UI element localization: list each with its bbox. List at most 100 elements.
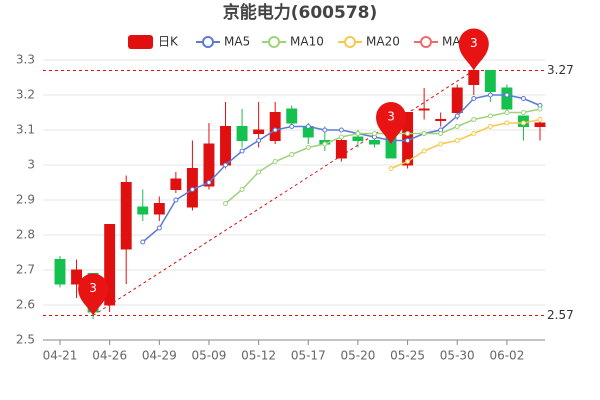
x-tick-label: 04-29 <box>142 349 177 363</box>
x-tick-label: 04-21 <box>43 349 78 363</box>
ma-point <box>504 110 510 115</box>
trend-line <box>92 70 475 316</box>
ma-point <box>305 124 311 129</box>
legend-icon <box>268 36 280 48</box>
legend-label: MA5 <box>224 35 250 49</box>
ma-point <box>487 92 493 98</box>
candle-body <box>484 70 496 92</box>
ma-point <box>520 110 526 115</box>
pin-label: 3 <box>89 281 97 295</box>
candle-body <box>468 70 480 85</box>
ma-point <box>471 117 477 122</box>
y-tick-label: 2.8 <box>16 228 35 242</box>
y-tick-label: 2.5 <box>16 333 35 347</box>
ma-point <box>140 239 146 245</box>
ma-point <box>388 166 394 171</box>
x-tick-label: 06-02 <box>489 349 524 363</box>
ma-point <box>537 117 543 122</box>
candle-body <box>534 122 546 127</box>
candle-body <box>418 108 430 111</box>
reference-label: 3.27 <box>547 63 574 77</box>
reference-label: 2.57 <box>547 308 574 322</box>
ma-point <box>239 148 245 154</box>
ma-point <box>487 113 493 119</box>
ma-point <box>504 120 510 126</box>
ma-point <box>156 225 162 231</box>
ma-point <box>189 187 195 192</box>
ma-point <box>405 159 411 164</box>
candle-body <box>153 203 165 215</box>
y-tick-label: 3 <box>27 158 35 172</box>
ma-point <box>405 138 411 143</box>
ma-point <box>206 180 212 185</box>
candle-body <box>501 87 513 110</box>
ma-point <box>338 127 344 133</box>
ma-point <box>471 131 477 136</box>
pin <box>458 28 489 71</box>
candle-body <box>236 126 248 141</box>
candle-body <box>352 136 364 141</box>
ma-point <box>454 113 460 119</box>
ma-point <box>471 96 477 101</box>
ma-point <box>421 131 427 136</box>
ma-point <box>520 120 526 126</box>
candle-body <box>253 129 265 134</box>
ma-point <box>239 187 245 192</box>
y-tick-label: 2.7 <box>16 263 35 277</box>
y-tick-label: 2.6 <box>16 298 35 312</box>
y-tick-label: 2.9 <box>16 193 35 207</box>
ma-point <box>256 169 262 175</box>
candle-body <box>137 206 149 215</box>
ma-point <box>454 124 460 129</box>
candle-body <box>451 87 463 113</box>
candle-body <box>220 126 231 166</box>
candle-body <box>286 108 298 124</box>
chart-title: 京能电力(600578) <box>223 2 378 23</box>
y-tick-label: 3.2 <box>16 88 35 102</box>
ma-point <box>322 141 328 147</box>
candle-body <box>54 259 66 285</box>
ma-point <box>305 145 311 150</box>
y-tick-label: 3.3 <box>16 53 35 67</box>
ma-point <box>289 124 295 129</box>
candle-body <box>170 178 182 190</box>
x-tick-label: 05-12 <box>241 349 276 363</box>
ma-point <box>405 131 411 136</box>
ma-point <box>371 131 377 136</box>
candle-body <box>335 140 347 159</box>
ma-point <box>520 96 526 101</box>
ma-point <box>173 197 179 203</box>
ma-point <box>338 134 344 140</box>
ma-point <box>454 138 460 143</box>
pin-label: 3 <box>470 36 478 50</box>
x-tick-label: 05-20 <box>340 349 375 363</box>
ma-point <box>421 148 427 154</box>
ma-line <box>390 118 541 170</box>
x-tick-label: 05-25 <box>390 349 425 363</box>
ma-point <box>256 138 262 143</box>
candle-body <box>369 140 380 145</box>
x-tick-label: 05-09 <box>192 349 227 363</box>
candle-body <box>104 224 116 306</box>
ma-point <box>289 152 295 157</box>
candle-body <box>435 119 447 121</box>
x-tick-label: 05-30 <box>440 349 475 363</box>
y-tick-label: 3.1 <box>16 123 35 137</box>
x-tick-label: 05-17 <box>291 349 326 363</box>
legend-label: MA10 <box>290 35 324 49</box>
pin-label: 3 <box>387 110 395 124</box>
legend-icon <box>420 36 432 48</box>
ma-line <box>142 94 541 243</box>
legend-label: MA20 <box>366 35 400 49</box>
legend-icon <box>128 35 153 49</box>
ma-point <box>223 201 229 206</box>
ma-point <box>272 159 278 164</box>
ma-point <box>438 141 444 147</box>
candle-body <box>71 269 83 285</box>
x-tick-label: 04-26 <box>92 349 127 363</box>
legend-label: 日K <box>158 35 179 49</box>
legend-icon <box>344 36 356 48</box>
ma-line <box>225 108 541 205</box>
ma-point <box>504 92 510 98</box>
